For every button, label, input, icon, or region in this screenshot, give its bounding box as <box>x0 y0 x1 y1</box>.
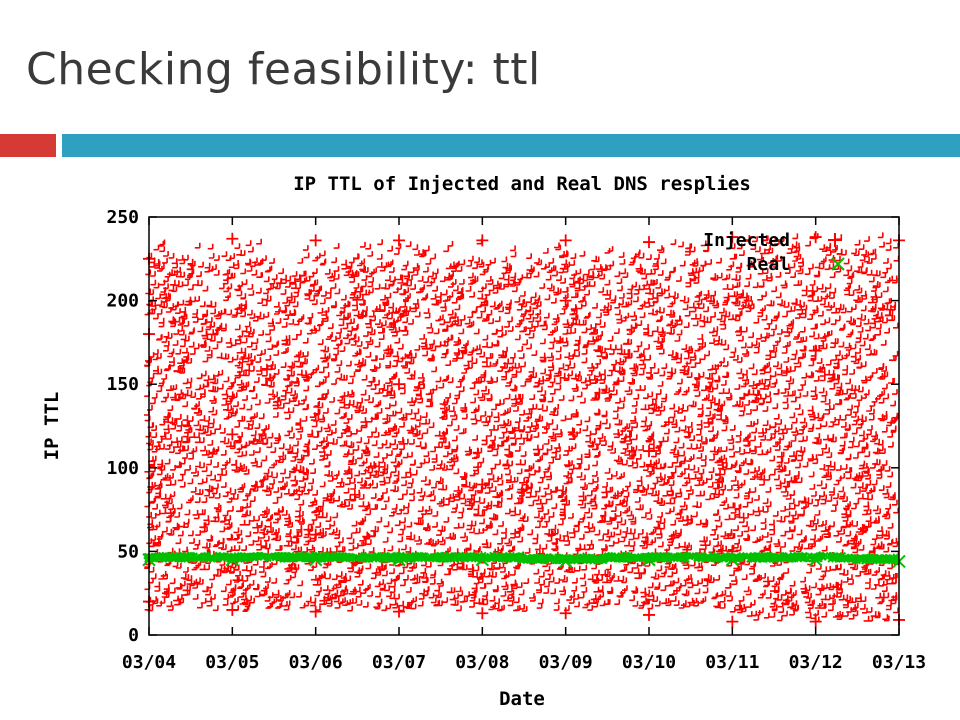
injected-point <box>476 478 489 491</box>
plot-frame <box>148 216 900 636</box>
slide-title: Checking feasibility: ttl <box>26 44 541 95</box>
accent-bar-blue <box>62 134 960 157</box>
series-real-band <box>143 551 900 565</box>
y-tick-label: 100 <box>106 458 139 479</box>
real-point <box>225 553 240 567</box>
injected-point <box>726 231 739 244</box>
legend-marker-real <box>831 257 845 271</box>
accent-bar-red <box>0 134 56 157</box>
real-point <box>308 553 323 567</box>
injected-point <box>309 605 322 618</box>
x-tick-label: 03/06 <box>289 652 343 673</box>
injected-point <box>226 428 239 441</box>
x-tick-label: 03/05 <box>205 652 259 673</box>
injected-point <box>226 603 239 616</box>
injected-point <box>726 615 739 628</box>
y-tick-label: 50 <box>117 541 139 562</box>
injected-point <box>643 608 655 621</box>
injected-point <box>559 607 572 620</box>
x-axis-label: Date <box>499 688 545 710</box>
ttl-scatter-chart: IP TTL of Injected and Real DNS resplies… <box>41 173 926 710</box>
injected-point <box>476 607 489 620</box>
injected-point <box>226 232 239 245</box>
injected-point <box>476 234 489 247</box>
axes: 0 50 100 150 200 250 03/04 03/05 03/06 03/07 03/08… <box>106 207 926 673</box>
y-axis-label: IP TTL <box>41 392 63 461</box>
x-tick-label: 03/04 <box>122 652 176 673</box>
injected-point <box>559 294 572 307</box>
real-point <box>725 553 740 567</box>
injected-point <box>809 615 822 628</box>
injected-point <box>309 234 322 247</box>
injected-point <box>393 605 405 618</box>
injected-point <box>309 528 322 541</box>
legend-marker-injected <box>828 233 842 247</box>
y-tick-label: 250 <box>106 207 139 228</box>
injected-point <box>393 378 405 391</box>
real-point <box>642 553 656 567</box>
legend-label-injected: Injected <box>703 230 790 251</box>
injected-point <box>393 234 405 247</box>
injected-point <box>643 445 655 458</box>
real-point <box>475 553 490 567</box>
y-tick-label: 150 <box>106 374 139 395</box>
legend-label-real: Real <box>747 254 790 275</box>
real-point <box>808 553 823 567</box>
y-tick-label: 200 <box>106 291 139 312</box>
injected-point <box>643 236 655 249</box>
injected-point <box>809 344 822 357</box>
x-tick-label: 03/09 <box>539 652 593 673</box>
x-tick-label: 03/10 <box>622 652 676 673</box>
x-tick-label: 03/07 <box>372 652 426 673</box>
x-tick-label: 03/12 <box>789 652 843 673</box>
injected-point <box>809 231 822 244</box>
injected-point <box>559 234 572 247</box>
plot-area <box>142 231 906 628</box>
x-tick-label: 03/11 <box>705 652 759 673</box>
y-tick-label: 0 <box>128 625 139 646</box>
x-tick-label: 03/08 <box>455 652 509 673</box>
chart-title: IP TTL of Injected and Real DNS resplies <box>293 173 751 195</box>
series-injected-cloud <box>144 232 900 623</box>
real-point <box>392 553 406 567</box>
x-tick-label: 03/13 <box>872 652 926 673</box>
legend: Injected Real <box>703 230 845 275</box>
real-point <box>558 554 573 569</box>
